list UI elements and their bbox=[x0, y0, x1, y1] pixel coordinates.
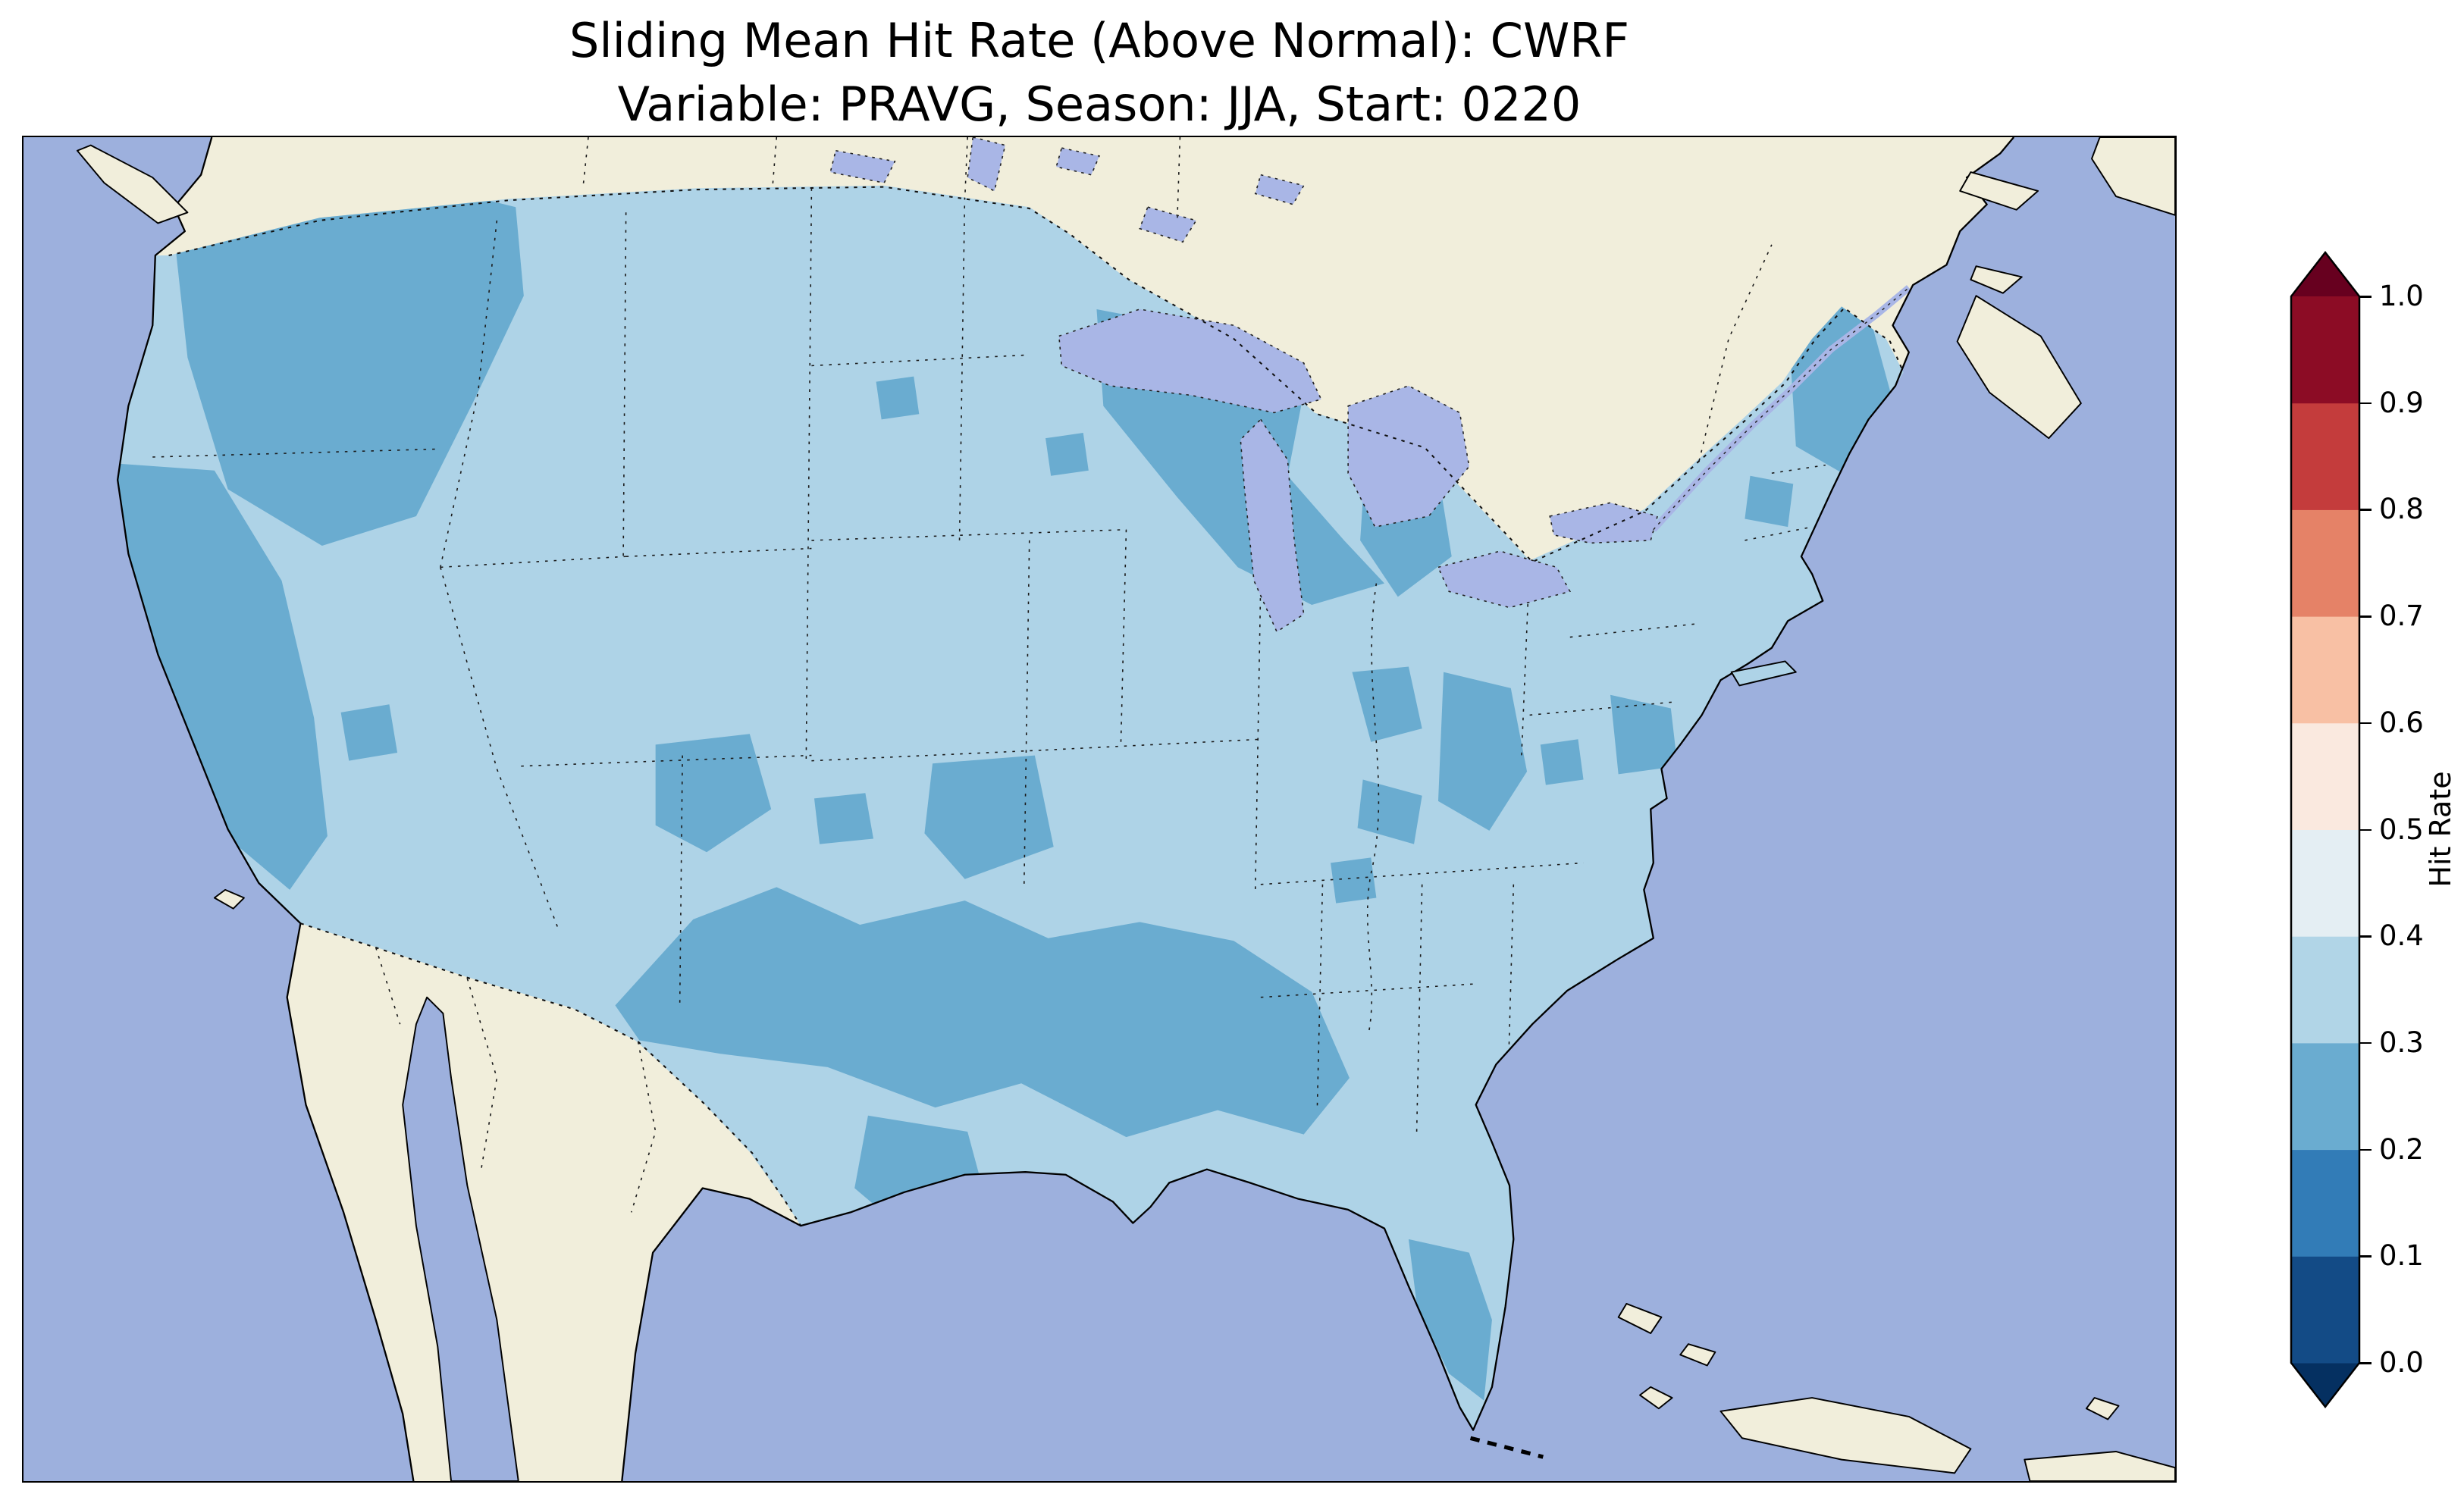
state-borders bbox=[152, 188, 1826, 1132]
patch-pacific-northwest bbox=[168, 185, 524, 546]
colorbar-tick-label: 0.9 bbox=[2379, 386, 2424, 419]
patch-upstate-ny bbox=[1745, 475, 1794, 528]
nova-scotia bbox=[1956, 295, 2082, 440]
colorbar-tick-label: 0.5 bbox=[2379, 813, 2424, 846]
patch-illinois bbox=[1352, 666, 1422, 742]
colorbar-tick-mark bbox=[2359, 509, 2372, 511]
patch-missouri-illinois bbox=[1437, 672, 1528, 831]
st-lawrence-outline bbox=[1653, 287, 1910, 531]
lake-michigan bbox=[1240, 418, 1305, 633]
mexico-state-borders bbox=[375, 947, 657, 1213]
patch-colorado bbox=[655, 734, 772, 853]
newfoundland bbox=[2091, 137, 2175, 216]
patch-kansas bbox=[924, 755, 1054, 879]
colorbar-tick-mark bbox=[2359, 1255, 2372, 1258]
bahamas-island bbox=[1617, 1302, 1663, 1334]
patch-california bbox=[118, 462, 328, 890]
colorbar-over-arrow bbox=[2291, 252, 2359, 296]
colorbar-tick-mark bbox=[2359, 296, 2372, 298]
lake bbox=[829, 149, 896, 184]
turks-island bbox=[2085, 1397, 2120, 1420]
colorbar-tick-label: 0.4 bbox=[2379, 919, 2424, 953]
gulf-of-california bbox=[402, 996, 519, 1481]
cuba bbox=[1719, 1397, 1972, 1474]
colorbar-bar bbox=[2290, 250, 2361, 1409]
patch-southern-plains-belt bbox=[615, 887, 1350, 1138]
vancouver-island bbox=[76, 144, 189, 224]
colorbar-tick-mark bbox=[2359, 1041, 2372, 1045]
figure-title-line2: Variable: PRAVG, Season: JJA, Start: 022… bbox=[617, 77, 1582, 133]
long-island bbox=[1730, 660, 1797, 687]
lake-ontario bbox=[1549, 502, 1659, 544]
patch-ohio-valley bbox=[1540, 739, 1584, 785]
colorbar-segment bbox=[2291, 1042, 2359, 1151]
colorbar-segment bbox=[2291, 296, 2359, 404]
colorbar-segment bbox=[2291, 936, 2359, 1044]
colorbar-tick-mark bbox=[2359, 1362, 2372, 1364]
colorbar: 1.0 0.9 0.8 0.7 0.6 0.5 0.4 0.3 0.2 0.1 0.0 bbox=[2290, 250, 2464, 1409]
colorbar-tick-mark bbox=[2359, 828, 2372, 831]
great-lakes bbox=[1058, 309, 1659, 633]
coastline bbox=[117, 137, 2015, 1481]
map-figure bbox=[22, 136, 2177, 1483]
channel-island bbox=[213, 888, 245, 910]
canada-lakes bbox=[829, 137, 1305, 243]
bahamas-island bbox=[1639, 1386, 1673, 1410]
patch-north-dakota bbox=[876, 376, 920, 420]
patch-florida bbox=[1408, 1239, 1492, 1401]
colorbar-tick-label: 0.7 bbox=[2379, 600, 2424, 633]
map-canvas bbox=[24, 137, 2175, 1481]
patch-montana bbox=[1045, 433, 1089, 476]
colorbar-tick-label: 0.1 bbox=[2379, 1239, 2424, 1273]
anticosti-island bbox=[1959, 171, 2039, 211]
colorbar-tick-label: 0.3 bbox=[2379, 1026, 2424, 1059]
colorbar-tick-mark bbox=[2359, 402, 2372, 405]
colorbar-segment bbox=[2291, 616, 2359, 724]
patch-delmarva bbox=[1610, 694, 1678, 775]
patch-nevada bbox=[340, 704, 398, 761]
lake bbox=[967, 137, 1006, 193]
colorbar-segment bbox=[2291, 509, 2359, 617]
colorbar-segment bbox=[2291, 829, 2359, 937]
colorbar-tick-label: 0.2 bbox=[2379, 1132, 2424, 1166]
colorbar-tick-label: 0.0 bbox=[2379, 1346, 2424, 1379]
figure-title: Sliding Mean Hit Rate (Above Normal): CW… bbox=[22, 9, 2177, 137]
prince-edward-island bbox=[1970, 265, 2023, 294]
bahamas-island bbox=[1679, 1343, 1716, 1367]
patch-missouri bbox=[1357, 779, 1422, 844]
colorbar-tick-mark bbox=[2359, 935, 2372, 938]
islands bbox=[76, 137, 2175, 1481]
lake-huron bbox=[1347, 385, 1470, 528]
colorbar-segment bbox=[2291, 1149, 2359, 1257]
lake bbox=[1139, 206, 1197, 243]
colorbar-segment bbox=[2291, 402, 2359, 510]
lake-superior bbox=[1058, 309, 1322, 414]
florida-keys bbox=[1469, 1436, 1544, 1459]
us-canada-border bbox=[168, 186, 1904, 563]
colorbar-tick-label: 0.6 bbox=[2379, 706, 2424, 739]
canada-province-borders bbox=[582, 137, 1773, 462]
colorbar-tick-label: 0.8 bbox=[2379, 493, 2424, 526]
colorbar-segment bbox=[2291, 722, 2359, 830]
colorbar-tick-mark bbox=[2359, 615, 2372, 618]
colorbar-tick-label: 1.0 bbox=[2379, 280, 2424, 312]
colorbar-segment bbox=[2291, 1256, 2359, 1364]
lake bbox=[1254, 174, 1305, 205]
colorbar-tick-mark bbox=[2359, 1148, 2372, 1151]
figure-title-line1: Sliding Mean Hit Rate (Above Normal): CW… bbox=[569, 13, 1629, 68]
lake-erie bbox=[1437, 550, 1572, 609]
colorbar-under-arrow bbox=[2291, 1363, 2359, 1407]
lake bbox=[1055, 147, 1101, 176]
patch-colorado-east bbox=[813, 793, 874, 844]
colorbar-tick-mark bbox=[2359, 722, 2372, 725]
colorbar-label: Hit Rate bbox=[2424, 771, 2457, 888]
hispaniola bbox=[2024, 1451, 2175, 1481]
patch-tennessee bbox=[1331, 857, 1377, 904]
